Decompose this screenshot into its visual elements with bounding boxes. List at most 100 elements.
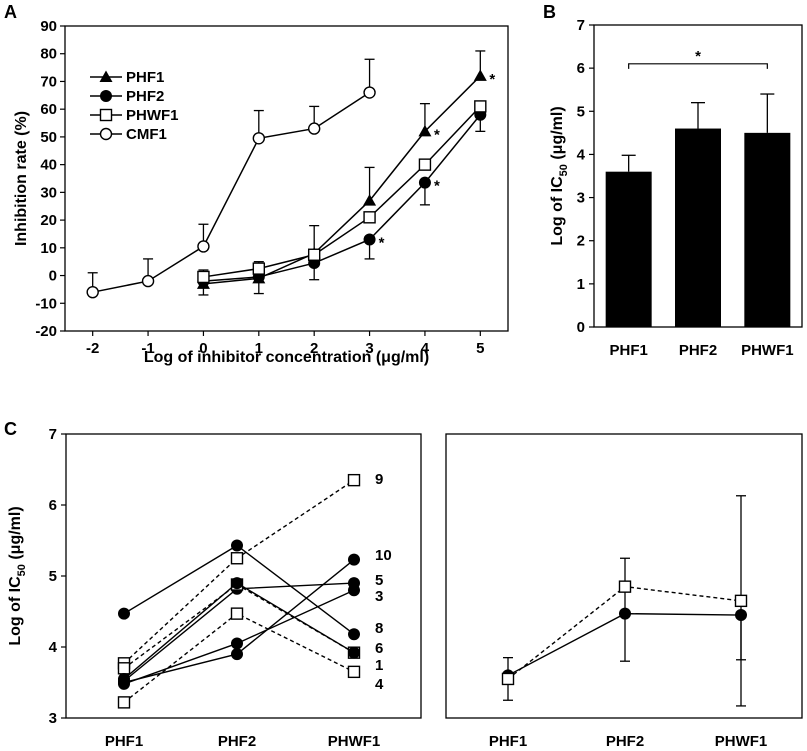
legend-label-PHF2: PHF2 xyxy=(126,88,164,105)
point-PHF1-4 xyxy=(418,124,432,137)
c-right-point-mean-square-2 xyxy=(734,594,748,608)
panel-b: B 0 1 2 3 4 5 6 7 Log of IC50 (μg/ml) PHF1 PHF2 PHWF… xyxy=(543,2,803,359)
panel-b-label: B xyxy=(543,2,556,22)
c-line-1 xyxy=(123,582,355,680)
x-tick-label-2: 0 xyxy=(199,340,207,357)
c-line-label-3: 3 xyxy=(375,588,383,605)
y-tick-label-11: 90 xyxy=(40,18,57,35)
c-line-label-10: 10 xyxy=(375,547,392,564)
y-tick-label-9: 70 xyxy=(40,73,57,90)
b-y-tick-label-6: 6 xyxy=(577,60,585,77)
point-PHWF1-4 xyxy=(418,158,432,171)
c-line-label-9: 9 xyxy=(375,471,383,488)
point-CMF1-3 xyxy=(252,132,266,145)
line-PHF2 xyxy=(203,114,481,282)
c-line-label-8: 8 xyxy=(375,620,383,637)
c-y-axis-label-part2: (μg/ml) xyxy=(7,506,24,564)
bar-PHF2 xyxy=(675,128,721,327)
b-y-axis-label-sub: 50 xyxy=(558,164,570,176)
significance-star: * xyxy=(695,48,701,65)
panel-c-left: C 3 4 5 6 7 Log of IC50 (μg/ml) PHF1 PHF2 PHWF1 9 1… xyxy=(4,419,422,750)
legend-marker-CMF1 xyxy=(99,127,113,141)
c-right-point-mean-square-1 xyxy=(618,580,632,593)
legend-marker-PHF2 xyxy=(100,90,112,102)
series-PHF2: ** xyxy=(197,108,487,296)
c-y-tick-label-2: 5 xyxy=(49,568,57,585)
point-CMF1-5 xyxy=(363,86,376,99)
c-right-point-mean-circle-2 xyxy=(735,609,747,622)
c-right-point-mean-square-0 xyxy=(501,672,515,686)
c-point-9-2 xyxy=(347,473,361,487)
c-point-8-1 xyxy=(231,539,243,552)
c-line-label-1: 1 xyxy=(375,657,383,674)
b-y-tick-label-4: 4 xyxy=(577,146,586,163)
sig-PHF2-3: * xyxy=(379,235,385,252)
bar-PHWF1 xyxy=(744,132,791,327)
c-point-8-2 xyxy=(348,628,360,641)
y-tick-label-0: -20 xyxy=(35,323,57,340)
panel-b-frame xyxy=(593,24,803,328)
point-PHWF1-0 xyxy=(197,270,210,284)
panel-c-right: PHF1 PHF2 PHWF1 xyxy=(445,433,803,750)
b-y-tick-label-2: 2 xyxy=(577,233,585,250)
c-series-4: 4 xyxy=(117,607,384,709)
significance-bracket xyxy=(628,63,768,69)
c-point-1-0 xyxy=(118,672,130,685)
c-point-1-1 xyxy=(231,577,243,590)
c-line-3 xyxy=(123,589,355,685)
x-tick-label-0: -2 xyxy=(86,340,99,357)
sig-PHF1-5: * xyxy=(489,71,495,88)
series-PHWF1 xyxy=(197,100,487,284)
c-left-x-tick-label-1: PHF2 xyxy=(218,733,256,750)
c-y-tick-label-0: 3 xyxy=(49,710,57,727)
point-CMF1-4 xyxy=(307,122,321,135)
point-CMF1-2 xyxy=(197,240,210,253)
c-right-x-tick-label-1: PHF2 xyxy=(606,733,644,750)
point-PHWF1-2 xyxy=(307,248,321,261)
x-tick-label-5: 3 xyxy=(365,340,373,357)
sig-PHF1-4: * xyxy=(434,126,440,143)
legend: PHF1 PHF2 PHWF1 CMF1 xyxy=(90,69,179,143)
legend-marker-PHWF1 xyxy=(99,108,113,122)
b-y-tick-label-0: 0 xyxy=(577,319,585,336)
b-y-tick-label-3: 3 xyxy=(577,190,585,207)
c-point-10-2 xyxy=(348,553,360,566)
c-left-x-tick-label-0: PHF1 xyxy=(105,733,143,750)
c-right-x-tick-label-0: PHF1 xyxy=(489,733,527,750)
point-PHF2-3 xyxy=(363,233,376,246)
c-series-5: 5 xyxy=(118,572,383,688)
b-y-axis-label-part2: (μg/ml) xyxy=(549,106,566,164)
x-tick-label-7: 5 xyxy=(476,340,484,357)
point-PHWF1-5 xyxy=(474,100,487,113)
c-series-8: 8 xyxy=(118,539,383,641)
sig-PHF2-4: * xyxy=(434,178,440,195)
c-line-label-4: 4 xyxy=(375,676,384,693)
y-tick-label-5: 30 xyxy=(40,184,57,201)
y-tick-label-2: 0 xyxy=(49,268,57,285)
y-axis-label: Inhibition rate (%) xyxy=(13,111,30,246)
point-PHF2-4 xyxy=(418,176,431,189)
point-PHF1-5 xyxy=(473,69,487,81)
b-y-tick-label-7: 7 xyxy=(577,17,585,34)
c-line-9 xyxy=(123,479,355,664)
x-axis-label: Log of inhibitor concentration (μg/ml) xyxy=(144,349,429,366)
c-point-3-1 xyxy=(231,637,243,650)
c-point-1-2 xyxy=(348,646,360,659)
c-right-x-tick-label-2: PHWF1 xyxy=(715,733,768,750)
x-tick-label-3: 1 xyxy=(255,340,263,357)
c-point-4-1 xyxy=(230,607,244,620)
legend-marker-PHF1 xyxy=(99,70,113,82)
c-point-9-1 xyxy=(230,552,244,565)
point-CMF1-1 xyxy=(141,274,155,288)
b-y-axis-label-part: Log of IC xyxy=(549,176,566,246)
c-point-3-2 xyxy=(348,584,360,597)
c-line-label-5: 5 xyxy=(375,572,383,589)
point-PHF1-3 xyxy=(363,194,377,206)
y-tick-label-6: 40 xyxy=(40,157,57,174)
y-tick-label-10: 80 xyxy=(40,46,57,63)
bar-PHF1 xyxy=(605,171,652,327)
c-y-tick-label-1: 4 xyxy=(49,639,58,656)
b-x-tick-label-0: PHF1 xyxy=(609,342,647,359)
